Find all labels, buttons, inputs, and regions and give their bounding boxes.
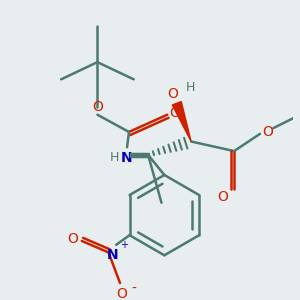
Text: O: O <box>167 87 178 101</box>
Text: O: O <box>92 100 103 114</box>
Text: O: O <box>67 232 78 246</box>
Text: N: N <box>121 151 133 165</box>
Text: O: O <box>169 106 180 120</box>
Text: O: O <box>217 190 228 204</box>
Text: H: H <box>110 151 119 164</box>
Text: -: - <box>131 282 136 296</box>
Polygon shape <box>172 102 191 142</box>
Text: +: + <box>120 240 128 250</box>
Text: H: H <box>185 82 195 94</box>
Text: O: O <box>116 287 128 300</box>
Text: N: N <box>106 248 118 262</box>
Text: O: O <box>262 125 273 139</box>
